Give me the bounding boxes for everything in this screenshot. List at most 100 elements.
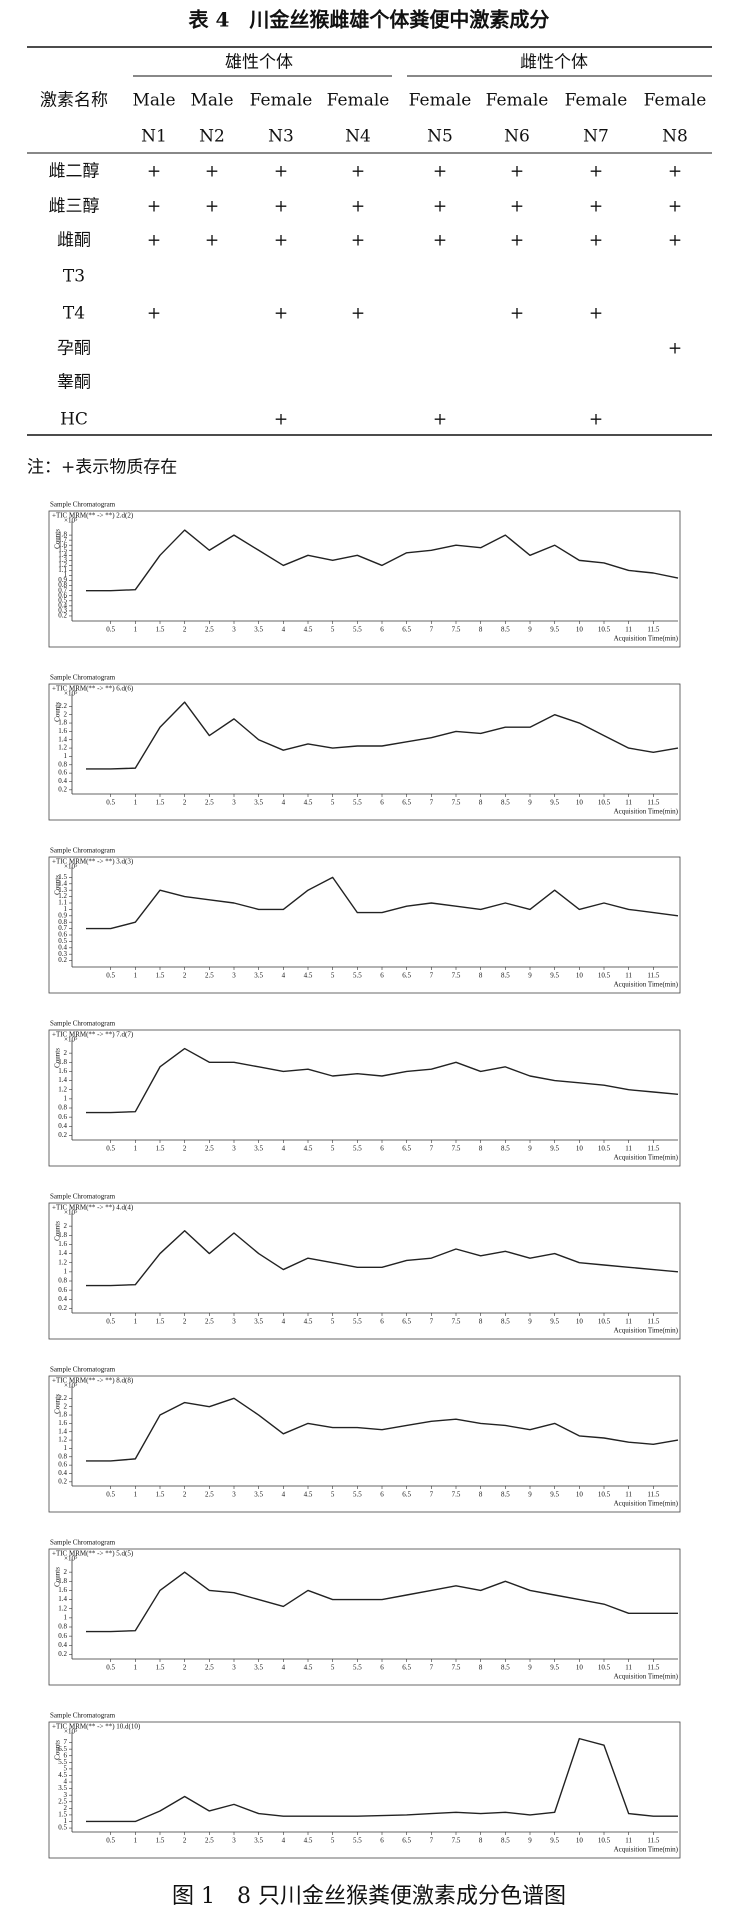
x-tick-label: 7.5 (452, 1664, 461, 1672)
trace-line (86, 1397, 679, 1462)
x-tick-label: 5.5 (353, 1318, 362, 1326)
x-tick-label: 3 (232, 799, 236, 807)
table-note: 注：+表示物质存在 (27, 458, 177, 478)
y-tick-label: 1 (64, 752, 68, 760)
y-multiplier: ×10⁵ (64, 690, 78, 698)
y-tick-label: 2 (64, 1804, 68, 1812)
y-tick-label: 1.8 (58, 719, 67, 727)
y-tick-label: 0.8 (58, 760, 67, 768)
x-tick-label: 9.5 (550, 972, 559, 980)
x-tick-label: 1 (134, 1491, 138, 1499)
cell: + (351, 162, 365, 182)
y-tick-label: 1.7 (58, 536, 67, 544)
x-tick-label: 5.5 (353, 799, 362, 807)
trace-line (86, 701, 679, 770)
cell: + (351, 231, 365, 251)
panel-frame (48, 856, 681, 994)
x-tick-label: 2.5 (205, 626, 214, 634)
y-label: Counts (54, 1394, 62, 1414)
cell: + (274, 197, 288, 217)
x-tick-label: 2 (183, 799, 187, 807)
x-tick-label: 8.5 (501, 1664, 510, 1672)
panel-title: Sample Chromatogram (50, 1020, 116, 1028)
column-id: N3 (268, 127, 294, 147)
column-sex: Male (190, 91, 233, 111)
column-id: N1 (141, 127, 167, 147)
x-tick-label: 10.5 (598, 1145, 611, 1153)
x-tick-label: 10.5 (598, 1664, 611, 1672)
cell: + (433, 162, 447, 182)
x-tick-label: 7.5 (452, 1318, 461, 1326)
column-id: N4 (345, 127, 371, 147)
x-tick-label: 0.5 (106, 1318, 115, 1326)
y-tick-label: 1 (64, 1094, 68, 1102)
trace-label: +TIC MRM(** -> **) 3.d(3) (52, 858, 134, 866)
x-tick-label: 10 (576, 1664, 584, 1672)
cell: + (589, 197, 603, 217)
y-tick-label: 0.5 (58, 596, 67, 604)
y-tick-label: 0.2 (58, 612, 67, 620)
y-tick-label: 1.8 (58, 1058, 67, 1066)
x-tick-label: 11.5 (647, 1491, 659, 1499)
trace-label: +TIC MRM(** -> **) 4.d(4) (52, 1204, 134, 1212)
cell: + (510, 197, 524, 217)
y-tick-label: 1.2 (58, 744, 67, 752)
x-tick-label: 5.5 (353, 1491, 362, 1499)
x-tick-label: 1 (134, 1145, 138, 1153)
y-tick-label: 1.8 (58, 531, 67, 539)
x-tick-label: 4.5 (304, 1664, 313, 1672)
x-tick-label: 8 (479, 626, 483, 634)
y-tick-label: 0.8 (58, 581, 67, 589)
group-header: 雌性个体 (520, 53, 588, 73)
y-label: Counts (54, 1221, 62, 1241)
x-tick-label: 10 (576, 1145, 584, 1153)
x-tick-label: 6.5 (402, 972, 411, 980)
cell: + (205, 162, 219, 182)
x-tick-label: 2 (183, 1491, 187, 1499)
x-tick-label: 9 (528, 1664, 532, 1672)
x-tick-label: 1 (134, 626, 138, 634)
cell: + (274, 304, 288, 324)
x-tick-label: 11.5 (647, 799, 659, 807)
y-tick-label: 0.6 (58, 1286, 67, 1294)
y-tick-label: 1.2 (58, 892, 67, 900)
x-tick-label: 4 (282, 1837, 286, 1845)
y-tick-label: 1.8 (58, 1231, 67, 1239)
x-tick-label: 8 (479, 1837, 483, 1845)
x-tick-label: 5.5 (353, 1837, 362, 1845)
y-tick-label: 1.4 (58, 879, 67, 887)
x-tick-label: 8 (479, 799, 483, 807)
cell: + (668, 197, 682, 217)
y-tick-label: 4 (64, 1778, 68, 1786)
y-multiplier: ×10⁵ (64, 1209, 78, 1217)
y-tick-label: 1.2 (58, 1085, 67, 1093)
y-tick-label: 0.2 (58, 1131, 67, 1139)
y-tick-label: 0.7 (58, 586, 67, 594)
cell: + (147, 162, 161, 182)
panel-title: Sample Chromatogram (50, 674, 116, 682)
trace-label: +TIC MRM(** -> **) 8.d(8) (52, 1377, 134, 1385)
column-sex: Male (132, 91, 175, 111)
trace-line (86, 1230, 679, 1287)
x-tick-label: 10 (576, 1318, 584, 1326)
x-tick-label: 2.5 (205, 1664, 214, 1672)
y-tick-label: 1.6 (58, 1586, 67, 1594)
x-tick-label: 5 (331, 1837, 335, 1845)
y-tick-label: 0.4 (58, 1295, 67, 1303)
x-tick-label: 10.5 (598, 1318, 611, 1326)
x-tick-label: 7 (430, 1145, 434, 1153)
x-tick-label: 5 (331, 1145, 335, 1153)
y-tick-label: 0.6 (58, 591, 67, 599)
cell: + (147, 197, 161, 217)
x-tick-label: 8 (479, 1145, 483, 1153)
y-tick-label: 0.6 (58, 1632, 67, 1640)
panel-title: Sample Chromatogram (50, 1539, 116, 1547)
x-tick-label: 4.5 (304, 1318, 313, 1326)
row-name: HC (60, 410, 88, 430)
x-tick-label: 2.5 (205, 1837, 214, 1845)
y-tick-label: 6.5 (58, 1745, 67, 1753)
y-tick-label: 1 (64, 1613, 68, 1621)
y-tick-label: 6 (64, 1751, 68, 1759)
y-tick-label: 3.5 (58, 1784, 67, 1792)
x-tick-label: 10.5 (598, 799, 611, 807)
